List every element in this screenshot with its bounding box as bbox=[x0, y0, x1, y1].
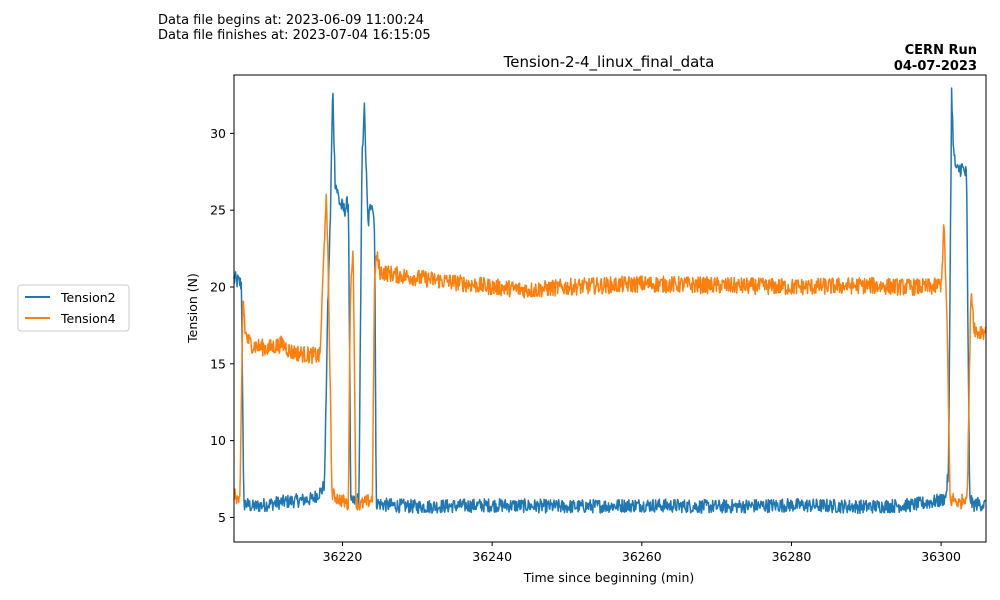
y-tick-label: 20 bbox=[210, 279, 226, 294]
legend-label-tension4: Tension4 bbox=[60, 311, 116, 326]
x-tick-label: 36220 bbox=[323, 549, 363, 564]
run-date-text: 04-07-2023 bbox=[894, 59, 977, 74]
x-tick-label: 36240 bbox=[472, 549, 512, 564]
series-line-tension2 bbox=[233, 87, 987, 515]
y-axis-label: Tension (N) bbox=[185, 273, 200, 344]
x-tick-label: 36260 bbox=[622, 549, 662, 564]
x-tick-label: 36300 bbox=[921, 549, 961, 564]
y-tick-label: 10 bbox=[210, 433, 226, 448]
y-tick-label: 5 bbox=[218, 510, 226, 525]
y-tick-label: 15 bbox=[210, 356, 226, 371]
legend: Tension2 Tension4 bbox=[17, 284, 130, 332]
legend-label-tension2: Tension2 bbox=[60, 290, 116, 305]
x-axis-label: Time since beginning (min) bbox=[523, 570, 695, 585]
file-begins-text: Data file begins at: 2023-06-09 11:00:24 bbox=[158, 13, 424, 28]
y-tick-label: 25 bbox=[210, 203, 226, 218]
x-axis: 36220 36240 36260 36280 36300 bbox=[323, 542, 961, 564]
series-layer bbox=[233, 87, 987, 515]
y-axis: 5 10 15 20 25 30 bbox=[210, 126, 234, 525]
file-finishes-text: Data file finishes at: 2023-07-04 16:15:… bbox=[158, 28, 431, 43]
series-line-tension4 bbox=[233, 193, 987, 511]
run-name-text: CERN Run bbox=[905, 43, 977, 58]
x-tick-label: 36280 bbox=[772, 549, 812, 564]
y-tick-label: 30 bbox=[210, 126, 226, 141]
plot-frame bbox=[233, 74, 987, 543]
chart-title: Tension-2-4_linux_final_data bbox=[503, 53, 715, 72]
